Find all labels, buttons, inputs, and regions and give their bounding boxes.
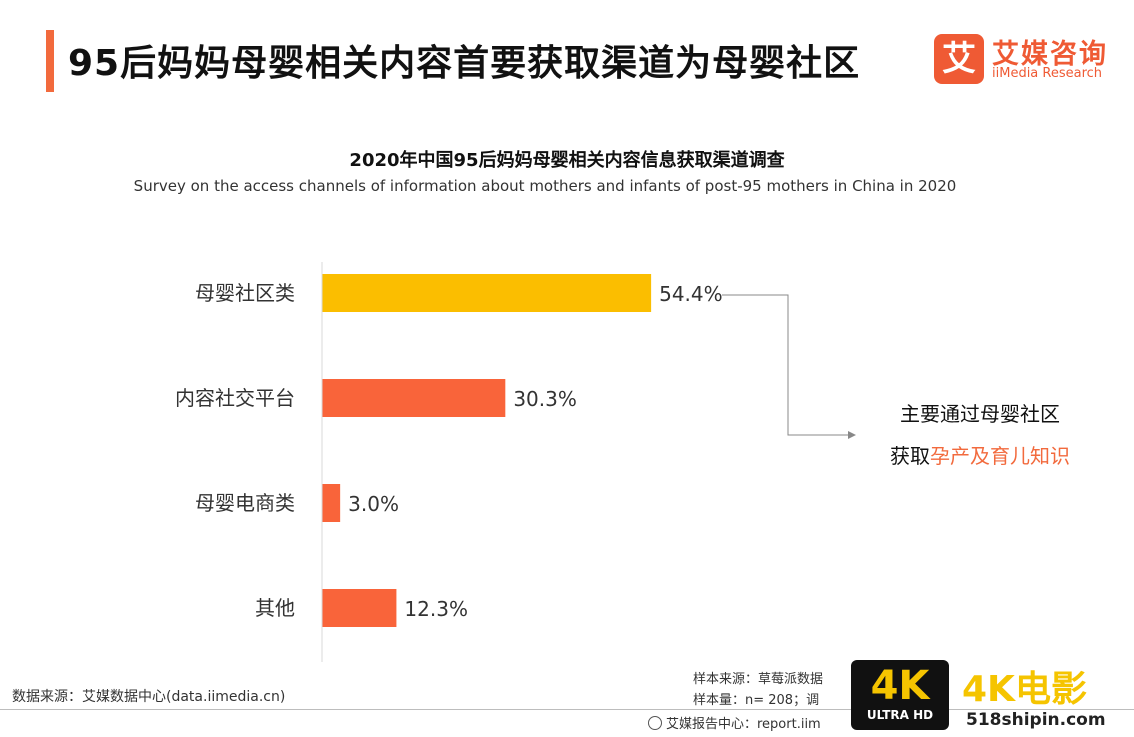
sample-size: 样本量：n= 208；调 xyxy=(693,693,820,708)
bar xyxy=(322,274,652,312)
annotation-line-2: 获取孕产及育儿知识 xyxy=(860,440,1100,469)
watermark-title: 4K电影 xyxy=(962,669,1087,710)
watermark-badge-sub: ULTRA HD xyxy=(866,708,934,722)
report-center: 艾媒报告中心：report.iim xyxy=(648,713,821,732)
bar xyxy=(322,379,506,417)
category-label: 内容社交平台 xyxy=(175,386,295,410)
watermark-badge-main: 4K xyxy=(870,663,930,709)
annotation-line-1: 主要通过母婴社区 xyxy=(900,402,1060,426)
footer-divider xyxy=(0,709,1134,710)
bar xyxy=(322,589,397,627)
annotation-highlight: 孕产及育儿知识 xyxy=(930,444,1070,468)
logo-chinese-name: 艾媒咨询 xyxy=(992,39,1108,70)
value-label: 3.0% xyxy=(348,492,399,516)
value-label: 54.4% xyxy=(659,282,723,306)
value-label: 12.3% xyxy=(404,597,468,621)
chart-title: 2020年中国95后妈妈母婴相关内容信息获取渠道调查 xyxy=(349,150,785,171)
chart-subtitle: Survey on the access channels of informa… xyxy=(133,177,957,195)
report-center-text: 艾媒报告中心：report.iim xyxy=(666,717,821,732)
watermark-badge: 4K ULTRA HD xyxy=(851,660,949,730)
category-label: 其他 xyxy=(255,596,295,620)
page-title: 95后妈妈母婴相关内容首要获取渠道为母婴社区 xyxy=(68,43,861,84)
callout-connector xyxy=(722,294,848,436)
globe-icon xyxy=(648,716,662,730)
category-label: 母婴社区类 xyxy=(195,281,295,305)
logo-english-name: iiMedia Research xyxy=(992,66,1103,81)
category-label: 母婴电商类 xyxy=(195,491,295,515)
value-label: 30.3% xyxy=(513,387,577,411)
bar xyxy=(322,484,341,522)
title-accent-bar xyxy=(46,30,54,92)
iimedia-logo: 艾 艾媒咨询 iiMedia Research xyxy=(934,32,1119,88)
data-source: 数据来源：艾媒数据中心(data.iimedia.cn) xyxy=(12,689,286,705)
callout-arrow-icon xyxy=(848,431,856,439)
watermark-url: 518shipin.com xyxy=(966,710,1106,730)
annotation-prefix: 获取 xyxy=(890,444,930,468)
logo-mark-icon: 艾 xyxy=(934,34,984,84)
sample-source: 样本来源：草莓派数据 xyxy=(693,672,824,687)
